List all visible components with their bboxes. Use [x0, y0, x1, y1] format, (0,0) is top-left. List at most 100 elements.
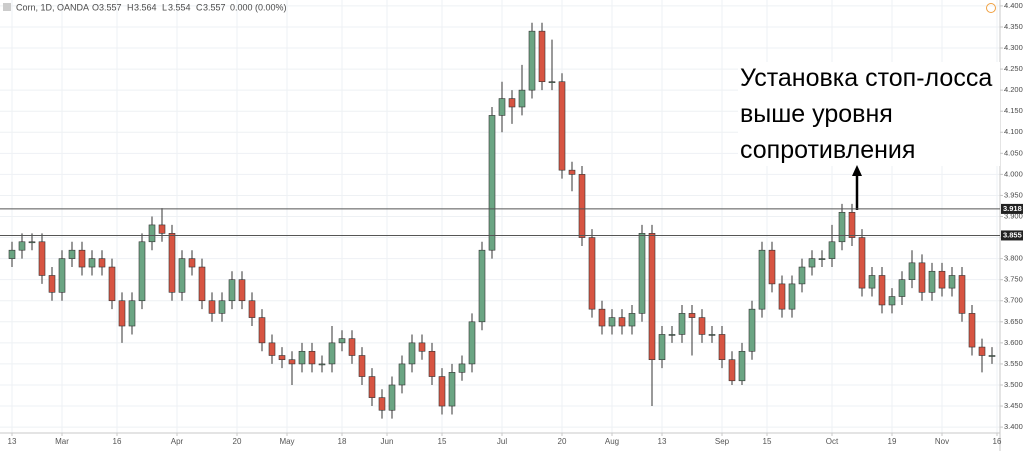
arrow-head	[852, 165, 862, 176]
candle-body	[78, 249, 86, 268]
candle-body	[88, 258, 96, 268]
open: 3.557	[99, 2, 122, 12]
y-tick-label: 3.800	[1004, 254, 1023, 263]
candle-body	[218, 300, 226, 314]
y-tick-label: 3.900	[1004, 211, 1023, 220]
candle-body	[358, 355, 366, 377]
candle-body	[728, 359, 736, 382]
x-tick-label: 15	[438, 437, 447, 446]
candle-body	[148, 224, 156, 243]
candle-body	[98, 258, 106, 268]
candle-body	[8, 249, 16, 259]
candle-body	[168, 233, 176, 293]
h-label: H	[127, 2, 134, 12]
x-tick-label: 13	[658, 437, 667, 446]
y-tick-label: 4.100	[1004, 127, 1023, 136]
candle-body	[768, 249, 776, 285]
annotation-bg	[738, 62, 1000, 166]
candle-body	[328, 342, 336, 365]
candle-body	[988, 355, 996, 357]
candle-body	[698, 317, 706, 335]
candle-body	[858, 237, 866, 289]
x-tick-label: Mar	[55, 437, 69, 446]
y-tick-label: 3.600	[1004, 338, 1023, 347]
y-tick-label: 4.350	[1004, 22, 1023, 31]
candle-body	[908, 262, 916, 280]
y-tick-label: 4.400	[1004, 1, 1023, 10]
candle-body	[518, 89, 526, 108]
candle-body	[578, 174, 586, 238]
symbol-icon[interactable]	[3, 3, 11, 11]
plot	[8, 22, 996, 419]
x-tick-label: Nov	[935, 437, 949, 446]
candle-body	[598, 308, 606, 327]
candle-body	[648, 233, 656, 361]
candle-body	[678, 313, 686, 335]
y-tick-label: 4.250	[1004, 64, 1023, 73]
x-tick-label: Sep	[715, 437, 730, 446]
x-tick-label: 20	[233, 437, 242, 446]
candle-body	[588, 237, 596, 310]
candle-body	[278, 355, 286, 361]
candle-body	[348, 338, 356, 356]
annotation: выше уровня	[740, 100, 893, 128]
candle-body	[428, 350, 436, 377]
candle-body	[928, 270, 936, 293]
candle-body	[318, 363, 326, 366]
candle-body	[508, 98, 516, 108]
candle-body	[608, 317, 616, 327]
level-label: 3.855	[1003, 230, 1022, 239]
low: 3.554	[168, 2, 191, 12]
candle-body	[978, 346, 986, 356]
candle-body	[408, 342, 416, 365]
candle-body	[248, 300, 256, 318]
candle-body	[738, 350, 746, 382]
level-label: 3.918	[1003, 204, 1022, 213]
candle-body	[438, 376, 446, 407]
candle-body	[918, 262, 926, 293]
candle-body	[258, 317, 266, 344]
x-tick-label: May	[279, 437, 294, 446]
candle-body	[708, 334, 716, 336]
candle-body	[288, 359, 296, 365]
candle-body	[828, 241, 836, 259]
candle-body	[758, 249, 766, 310]
candle-body	[118, 300, 126, 327]
x-tick-label: 15	[763, 437, 772, 446]
candle-body	[818, 258, 826, 260]
candle-body	[958, 275, 966, 314]
header: Corn, 1D, OANDA O 3.557 H 3.564 L 3.554 …	[16, 2, 287, 12]
candle-body	[268, 342, 276, 356]
clock-icon[interactable]	[986, 3, 996, 13]
candle-body	[488, 115, 496, 251]
x-tick-label: 13	[8, 437, 17, 446]
x-tick-label: 16	[993, 437, 1002, 446]
x-tick-label: 18	[338, 437, 347, 446]
candle-body	[18, 241, 26, 251]
candle-body	[68, 249, 76, 259]
candle-body	[798, 266, 806, 285]
candle-body	[638, 233, 646, 314]
x-tick-label: Oct	[826, 437, 839, 446]
x-tick-label: Apr	[171, 437, 184, 446]
y-tick-label: 3.400	[1004, 422, 1023, 431]
candle-body	[748, 308, 756, 352]
candle-body	[158, 224, 166, 234]
annotation: Установка стоп-лосса	[740, 64, 992, 92]
l-label: L	[162, 2, 167, 12]
candle-body	[548, 81, 556, 84]
candle-body	[658, 334, 666, 361]
candle-body	[528, 30, 536, 91]
candle-body	[778, 283, 786, 310]
candle-body	[498, 98, 506, 116]
candle-body	[338, 338, 346, 344]
y-tick-label: 4.300	[1004, 43, 1023, 52]
y-tick-label: 3.650	[1004, 317, 1023, 326]
candle-body	[898, 279, 906, 297]
candle-body	[848, 211, 856, 238]
candle-body	[388, 384, 396, 411]
y-tick-label: 3.550	[1004, 359, 1023, 368]
candle-body	[668, 334, 676, 336]
c-label: C	[196, 2, 203, 12]
candle-body	[478, 249, 486, 323]
